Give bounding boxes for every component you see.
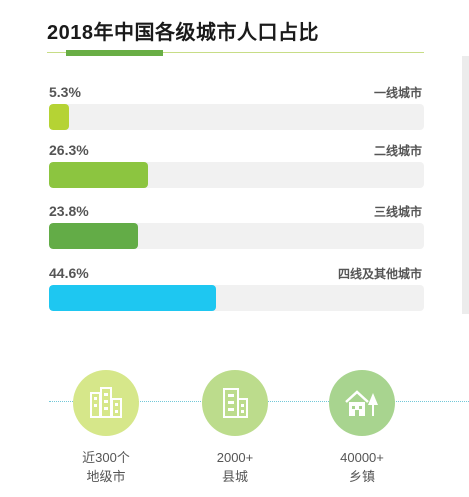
value-label: 5.3% — [49, 84, 81, 100]
bar-track — [49, 162, 424, 188]
value-label: 44.6% — [49, 265, 89, 281]
stat-caption: 地级市 — [86, 469, 126, 484]
bar-track — [49, 223, 424, 249]
stat-value: 40000+ — [340, 450, 384, 465]
stat-counties: 2000+ 县城 — [185, 370, 285, 486]
stat-prefecture-cities: 近300个地级市 — [56, 370, 156, 486]
category-label: 一线城市 — [373, 86, 422, 100]
bar — [49, 285, 216, 311]
stat-value: 近300个 — [82, 450, 130, 465]
bar — [49, 162, 148, 188]
stat-caption: 乡镇 — [348, 469, 375, 484]
category-label: 四线及其他城市 — [337, 267, 422, 281]
stat-caption: 县城 — [221, 469, 248, 484]
bar — [49, 223, 138, 249]
title-accent-bar — [66, 50, 163, 56]
house-tree-icon — [329, 370, 395, 436]
value-label: 23.8% — [49, 203, 89, 219]
stat-value: 2000+ — [216, 450, 254, 465]
city-buildings-icon — [73, 370, 139, 436]
category-label: 三线城市 — [373, 205, 422, 219]
title-underline — [47, 52, 424, 53]
bar — [49, 104, 69, 130]
chart-title: 2018年中国各级城市人口占比 — [47, 22, 319, 44]
bar-track — [49, 104, 424, 130]
category-label: 二线城市 — [373, 144, 422, 158]
office-building-icon — [202, 370, 268, 436]
value-label: 26.3% — [49, 142, 89, 158]
stat-towns: 40000+ 乡镇 — [312, 370, 412, 486]
bar-track — [49, 285, 424, 311]
scrollbar-track[interactable] — [462, 56, 469, 314]
